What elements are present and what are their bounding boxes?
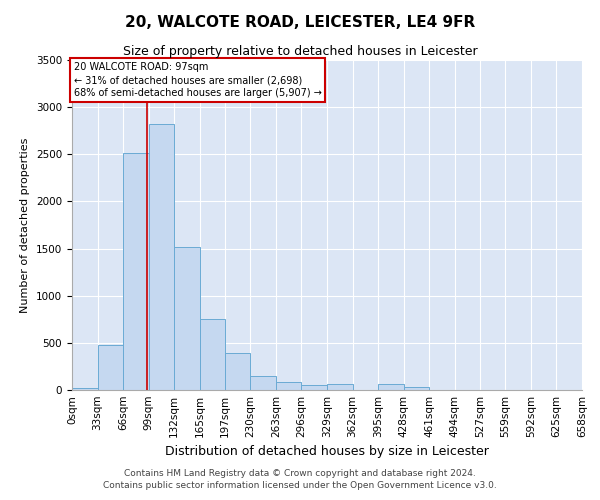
Bar	[378, 384, 404, 390]
Bar	[72, 388, 98, 390]
Text: 20 WALCOTE ROAD: 97sqm
← 31% of detached houses are smaller (2,698)
68% of semi-: 20 WALCOTE ROAD: 97sqm ← 31% of detached…	[74, 62, 322, 98]
Bar	[98, 344, 123, 390]
Bar	[250, 376, 276, 390]
Text: Contains HM Land Registry data © Crown copyright and database right 2024.
Contai: Contains HM Land Registry data © Crown c…	[103, 468, 497, 490]
Bar	[200, 320, 224, 390]
Text: Size of property relative to detached houses in Leicester: Size of property relative to detached ho…	[122, 45, 478, 58]
Bar	[327, 384, 353, 390]
Bar	[149, 124, 175, 390]
Bar	[175, 246, 200, 390]
Bar	[276, 382, 301, 390]
Bar	[301, 385, 327, 390]
Bar	[123, 154, 149, 390]
X-axis label: Distribution of detached houses by size in Leicester: Distribution of detached houses by size …	[165, 446, 489, 458]
Bar	[404, 387, 430, 390]
Text: 20, WALCOTE ROAD, LEICESTER, LE4 9FR: 20, WALCOTE ROAD, LEICESTER, LE4 9FR	[125, 15, 475, 30]
Bar	[224, 353, 250, 390]
Y-axis label: Number of detached properties: Number of detached properties	[20, 138, 31, 312]
